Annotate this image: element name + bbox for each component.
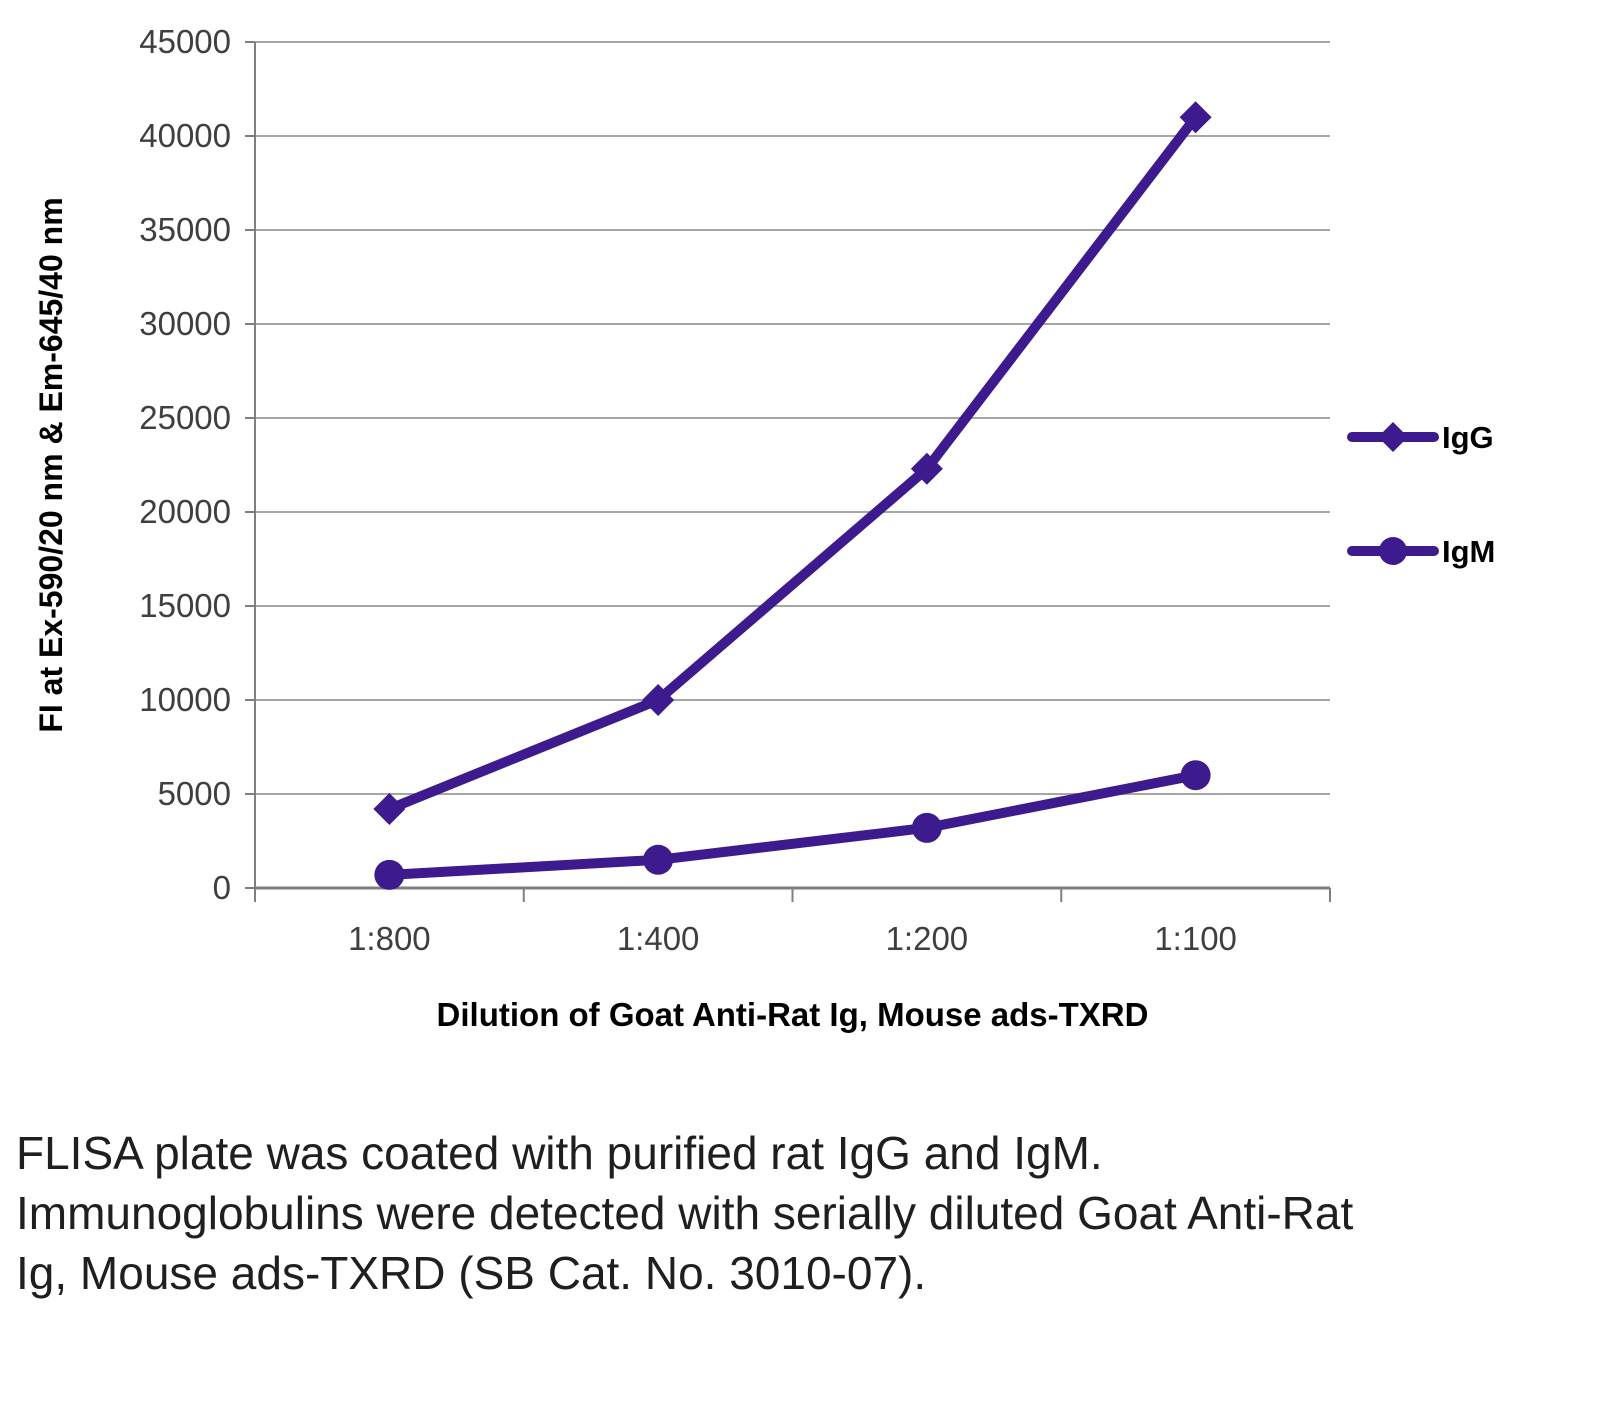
marker-IgM <box>643 844 674 875</box>
x-tick-label: 1:100 <box>1154 920 1237 957</box>
marker-IgG <box>373 793 406 826</box>
marker-IgM <box>911 812 942 843</box>
legend-label: IgG <box>1442 420 1494 455</box>
y-tick-label: 0 <box>213 869 231 906</box>
series-line-IgG <box>384 112 1201 815</box>
x-axis-title: Dilution of Goat Anti-Rat Ig, Mouse ads-… <box>437 996 1149 1033</box>
y-tick-label: 5000 <box>158 775 231 812</box>
series-line-IgM <box>384 770 1201 880</box>
y-tick-label: 15000 <box>139 587 231 624</box>
y-tick-label: 20000 <box>139 493 231 530</box>
figure-caption: FLISA plate was coated with purified rat… <box>16 1127 1354 1299</box>
y-tick-label: 35000 <box>139 211 231 248</box>
legend-item-IgG: IgG <box>1347 420 1494 455</box>
x-tick-label: 1:800 <box>348 920 431 957</box>
legend-label: IgM <box>1442 534 1495 569</box>
legend-item-IgM: IgM <box>1347 534 1495 569</box>
legend-marker-IgG <box>1378 422 1408 452</box>
line-chart: 0 5000 10000 15000 20000 25000 30000 35000 40000… <box>33 23 1495 1033</box>
x-tick-label: 1:400 <box>617 920 700 957</box>
x-tick-label: 1:200 <box>886 920 969 957</box>
y-tick-label: 40000 <box>139 117 231 154</box>
y-tick-label: 25000 <box>139 399 231 436</box>
chart-svg: 0 5000 10000 15000 20000 25000 30000 35000 40000… <box>33 23 1495 1033</box>
marker-IgG <box>910 452 943 485</box>
y-tick-label: 10000 <box>139 681 231 718</box>
marker-IgM <box>374 859 405 890</box>
legend-marker-IgM <box>1379 537 1407 565</box>
marker-IgG <box>642 684 675 716</box>
marker-IgG <box>1179 101 1212 134</box>
y-tick-label: 45000 <box>139 23 231 60</box>
y-tick-label: 30000 <box>139 305 231 342</box>
y-axis-title: FI at Ex-590/20 nm & Em-645/40 nm <box>33 197 69 732</box>
marker-IgM <box>1180 760 1211 791</box>
